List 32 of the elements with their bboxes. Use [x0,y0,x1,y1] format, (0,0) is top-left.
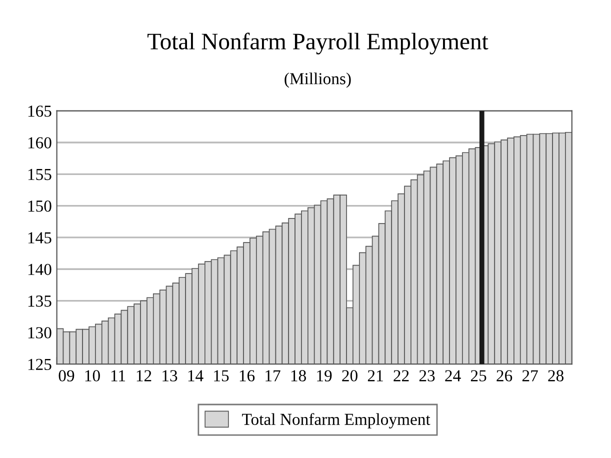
x-tick-label: 25 [470,370,486,382]
y-tick-label: 165 [28,106,52,117]
x-tick-label: 11 [111,370,126,382]
x-tick-label: 15 [214,370,229,382]
y-tick-label: 125 [28,358,52,370]
x-tick-label: 14 [188,370,204,382]
x-tick-label: 19 [317,370,332,382]
x-tick-label: 27 [522,370,538,382]
chart-title: Total Nonfarm Payroll Employment [148,32,488,54]
x-tick-label: 16 [240,370,255,382]
x-tick-label: 17 [266,370,280,382]
x-tick-label: 18 [291,370,306,382]
x-tick-label: 26 [496,370,512,382]
x-tick-label: 12 [136,370,152,382]
x-tick-label: 23 [419,370,435,382]
x-tick-label: 13 [162,370,178,382]
y-tick-label: 150 [28,200,52,212]
y-tick-label: 160 [28,137,52,148]
chart-subtitle: (Millions) [284,72,351,88]
y-tick-label: 145 [28,232,52,244]
x-tick-label: 09 [58,370,74,382]
y-tick-label: 155 [28,168,52,180]
y-tick-label: 130 [28,327,52,338]
x-tick-label: 10 [85,370,100,382]
legend-label: Total Nonfarm Employment [242,413,430,428]
y-tick-label: 140 [28,264,52,276]
x-tick-label: 20 [342,370,358,382]
y-tick-label: 135 [28,296,52,307]
x-tick-label: 28 [548,370,564,382]
x-tick-label: 24 [445,370,461,382]
x-tick-label: 21 [368,370,383,382]
x-tick-label: 22 [394,370,409,382]
